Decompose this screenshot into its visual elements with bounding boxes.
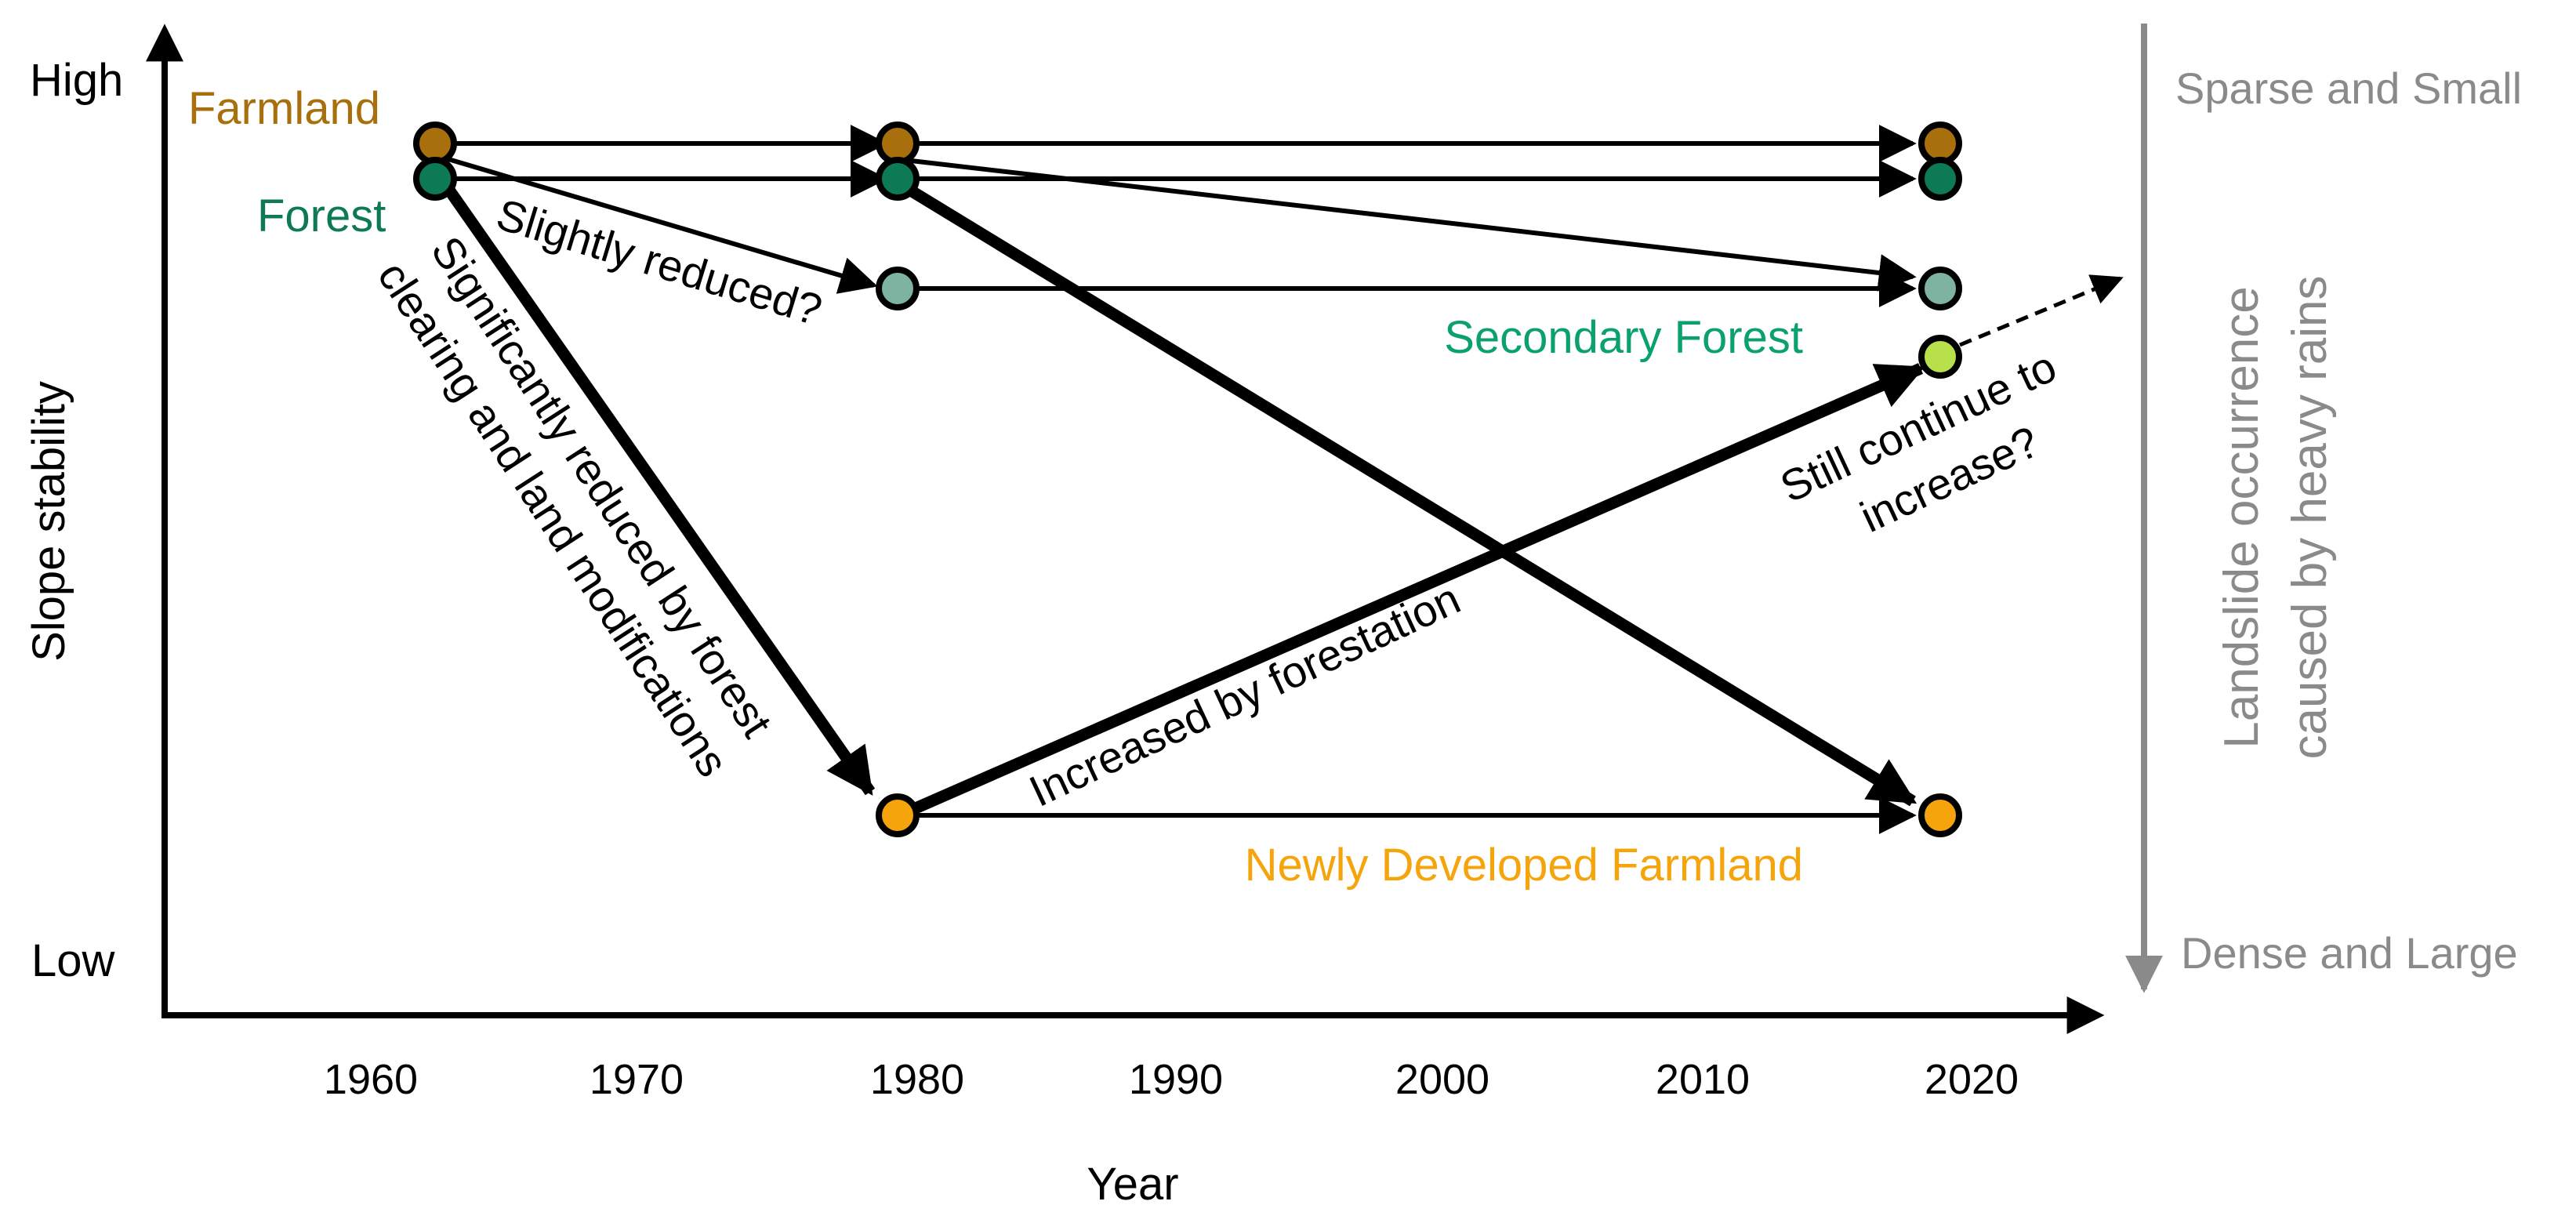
- farmland-label: Farmland: [188, 83, 380, 134]
- y-axis-low-label: Low: [31, 935, 116, 986]
- forest-to-new-farmland-arrow: [906, 184, 1917, 807]
- y-axis-high-label: High: [30, 55, 123, 106]
- scale-title-line1: Landslide occurrence: [2215, 286, 2269, 748]
- forest-1963-node: [413, 157, 457, 201]
- forest-1980-node: [876, 157, 920, 201]
- forest-label: Forest: [257, 191, 386, 241]
- x-tick-label: 2000: [1395, 1056, 1489, 1103]
- x-axis-title: Year: [1087, 1159, 1178, 1210]
- forestation-increase-arrow: [914, 363, 1925, 813]
- farmland-1980-node: [876, 122, 920, 165]
- increased-by-forestation-note: Increased by forestation: [1021, 573, 1467, 816]
- forest-2019-node: [1918, 157, 1962, 201]
- x-tick-label: 1980: [870, 1056, 964, 1103]
- scale-bottom-label: Dense and Large: [2181, 928, 2518, 978]
- x-tick-label: 1960: [324, 1056, 418, 1103]
- newly-developed-farmland-label: Newly Developed Farmland: [1245, 840, 1803, 891]
- x-tick-label: 1990: [1129, 1056, 1223, 1103]
- farmland-to-secondary-forest-arrow: [897, 157, 1917, 292]
- recovering-forest-2019-node: [1918, 335, 1962, 379]
- secondary-forest-label: Secondary Forest: [1444, 312, 1803, 363]
- secondary-forest-2019-node: [1918, 267, 1962, 310]
- slightly-reduced-arrow: [434, 153, 878, 294]
- forest-clearing-arrow: [441, 183, 876, 796]
- x-tick-label: 1970: [590, 1056, 684, 1103]
- x-tick-label: 2010: [1656, 1056, 1750, 1103]
- new-farmland-2019-node: [1918, 793, 1962, 837]
- farmland-2019-node: [1918, 122, 1962, 165]
- secondary-forest-1980-node: [876, 267, 920, 310]
- y-axis-title: Slope stability: [24, 381, 74, 662]
- future-increase-dashed-arrow: [1959, 274, 2124, 347]
- scale-top-label: Sparse and Small: [2175, 64, 2522, 113]
- x-tick-label: 2020: [1925, 1056, 2019, 1103]
- farmland-1963-node: [413, 122, 457, 165]
- new-farmland-1980-node: [876, 793, 920, 837]
- scale-title-line2: caused by heavy rains: [2283, 276, 2337, 760]
